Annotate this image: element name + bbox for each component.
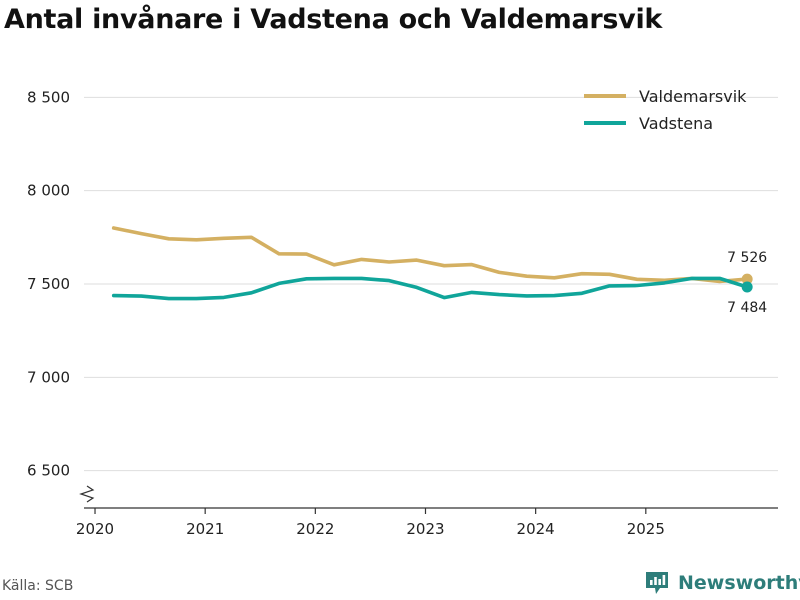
- x-tick-label: 2024: [517, 520, 555, 538]
- series-line-vadstena: [111, 276, 750, 301]
- x-tick-label: 2023: [406, 520, 444, 538]
- brand-name: Newsworthy: [678, 572, 800, 594]
- y-tick-label: 8 500: [27, 88, 70, 106]
- legend-label-vadstena: Vadstena: [639, 114, 713, 133]
- axis-break-icon: [79, 485, 95, 503]
- end-point-vadstena: [741, 281, 753, 293]
- series-line-valdemarsvik: [111, 226, 750, 284]
- x-tick-label: 2021: [186, 520, 224, 538]
- source-note: Källa: SCB: [2, 578, 74, 594]
- y-tick-label: 8 000: [27, 182, 70, 200]
- x-tick-label: 2020: [76, 520, 114, 538]
- y-tick-label: 6 500: [27, 462, 70, 480]
- chart-title: Antal invånare i Vadstena och Valdemarsv…: [4, 4, 663, 35]
- legend-label-valdemarsvik: Valdemarsvik: [639, 87, 747, 106]
- newsworthy-logo-icon: [646, 572, 668, 594]
- x-tick-label: 2022: [296, 520, 334, 538]
- end-point-valdemarsvik: [741, 273, 753, 285]
- end-label-valdemarsvik: 7 526: [727, 250, 767, 266]
- x-tick-label: 2025: [627, 520, 665, 538]
- brand[interactable]: Newsworthy: [644, 570, 800, 596]
- y-tick-label: 7 000: [27, 368, 70, 386]
- y-tick-label: 7 500: [27, 275, 70, 293]
- end-label-vadstena: 7 484: [727, 300, 767, 316]
